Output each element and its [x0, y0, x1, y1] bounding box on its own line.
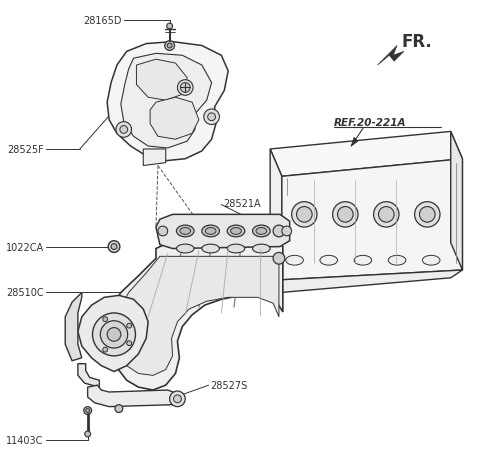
Polygon shape [65, 293, 82, 361]
Ellipse shape [252, 226, 270, 237]
Polygon shape [270, 150, 282, 280]
Ellipse shape [354, 256, 372, 266]
Ellipse shape [256, 228, 267, 235]
Circle shape [120, 126, 128, 134]
Circle shape [273, 253, 285, 264]
Circle shape [337, 207, 353, 223]
Polygon shape [88, 385, 178, 407]
Text: FR.: FR. [402, 33, 432, 51]
Circle shape [273, 226, 285, 237]
Circle shape [373, 202, 399, 228]
Polygon shape [282, 159, 462, 280]
Polygon shape [150, 98, 199, 140]
Ellipse shape [180, 228, 191, 235]
Ellipse shape [227, 245, 245, 253]
Polygon shape [156, 215, 289, 249]
Circle shape [100, 321, 128, 348]
Text: 1022CA: 1022CA [6, 242, 44, 252]
Polygon shape [451, 132, 462, 270]
Circle shape [165, 41, 175, 51]
Circle shape [208, 114, 216, 121]
Text: 28525F: 28525F [7, 145, 44, 155]
Circle shape [158, 227, 168, 236]
Circle shape [115, 405, 123, 413]
Circle shape [204, 110, 219, 125]
Text: 11403C: 11403C [6, 435, 44, 445]
Circle shape [297, 207, 312, 223]
Polygon shape [377, 46, 404, 66]
Circle shape [167, 44, 172, 49]
Circle shape [84, 431, 91, 437]
Ellipse shape [202, 245, 219, 253]
Text: 28521A: 28521A [223, 198, 261, 208]
Ellipse shape [205, 228, 216, 235]
Ellipse shape [202, 226, 219, 237]
Circle shape [111, 244, 117, 250]
Ellipse shape [286, 256, 303, 266]
Circle shape [180, 84, 190, 93]
Polygon shape [121, 54, 212, 149]
Circle shape [169, 391, 185, 407]
Polygon shape [270, 270, 462, 294]
Circle shape [103, 317, 108, 322]
Polygon shape [78, 364, 99, 387]
Ellipse shape [422, 256, 440, 266]
Circle shape [415, 202, 440, 228]
Text: 28165D: 28165D [84, 16, 122, 26]
Circle shape [86, 409, 90, 413]
Polygon shape [143, 150, 166, 166]
Circle shape [282, 227, 292, 236]
Text: REF.20-221A: REF.20-221A [334, 117, 406, 127]
Circle shape [333, 202, 358, 228]
Ellipse shape [227, 226, 245, 237]
Circle shape [379, 207, 394, 223]
Circle shape [93, 313, 135, 356]
Circle shape [107, 328, 121, 341]
Text: 28527S: 28527S [211, 381, 248, 390]
Ellipse shape [320, 256, 337, 266]
Circle shape [116, 123, 132, 138]
Circle shape [127, 324, 132, 328]
Circle shape [103, 347, 108, 353]
Circle shape [292, 202, 317, 228]
Circle shape [178, 80, 193, 96]
Circle shape [167, 24, 172, 30]
Ellipse shape [177, 245, 194, 253]
Polygon shape [107, 43, 228, 161]
Circle shape [174, 395, 181, 403]
Circle shape [84, 407, 92, 414]
Polygon shape [270, 132, 462, 177]
Polygon shape [78, 296, 148, 372]
Polygon shape [136, 60, 187, 101]
Circle shape [108, 241, 120, 253]
Polygon shape [114, 257, 279, 375]
Text: 28510C: 28510C [6, 288, 44, 298]
Ellipse shape [230, 228, 241, 235]
Ellipse shape [252, 245, 270, 253]
Circle shape [127, 341, 132, 346]
Circle shape [420, 207, 435, 223]
Ellipse shape [177, 226, 194, 237]
Polygon shape [351, 138, 358, 147]
Ellipse shape [388, 256, 406, 266]
Polygon shape [104, 241, 283, 390]
